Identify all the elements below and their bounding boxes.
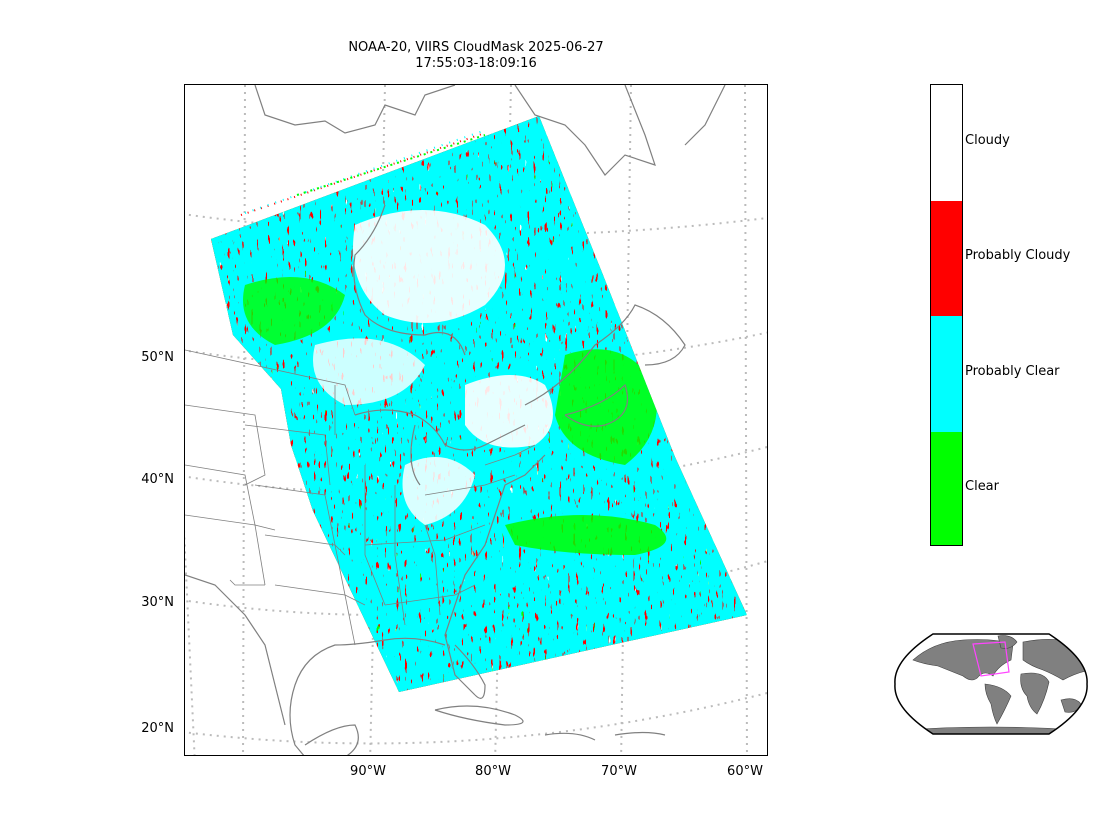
mexico-coast — [185, 574, 286, 726]
meridian-70w — [620, 85, 632, 755]
lat-label-50n: 50°N — [141, 350, 174, 365]
meridian-110w — [185, 530, 196, 755]
meridian-60w — [744, 85, 748, 755]
colorbar-segment-cloudy — [931, 85, 962, 201]
colorbar-segment-clear — [931, 432, 962, 545]
north-america — [912, 639, 1014, 681]
lon-label-80w: 80°W — [475, 764, 511, 779]
meridian-100w — [242, 85, 246, 755]
colorbar-label-cloudy: Cloudy — [965, 133, 1010, 148]
inset-land — [902, 635, 1088, 734]
colorbar-label-probably-clear: Probably Clear — [965, 364, 1060, 379]
canada-east-coast — [514, 85, 656, 176]
title-line-1: NOAA-20, VIIRS CloudMask 2025-06-27 — [348, 40, 604, 55]
gulf-coast — [289, 637, 446, 755]
lon-label-60w: 60°W — [727, 764, 763, 779]
greenland — [997, 635, 1018, 649]
inset-swath-highlight — [972, 641, 1010, 677]
lat-label-20n: 20°N — [141, 721, 174, 736]
colorbar-segment-probably-clear — [931, 316, 962, 432]
cuba — [434, 705, 524, 726]
cloud-mask-swath — [211, 116, 747, 692]
colorbar-label-probably-cloudy: Probably Cloudy — [965, 248, 1071, 263]
caribbean-islands — [614, 731, 666, 736]
inset-svg — [894, 633, 1088, 735]
south-america — [984, 683, 1012, 725]
great-lakes — [354, 409, 526, 451]
lat-label-40n: 40°N — [141, 472, 174, 487]
colorbar — [930, 84, 963, 546]
lat-label-30n: 30°N — [141, 595, 174, 610]
florida — [454, 644, 486, 699]
title-line-2: 17:55:03-18:09:16 — [415, 56, 537, 71]
lake-michigan — [410, 424, 421, 486]
yucatan — [304, 724, 359, 755]
map-svg — [185, 85, 767, 755]
colorbar-segment-probably-cloudy — [931, 201, 962, 316]
parallel-20n — [185, 691, 767, 745]
main-map — [184, 84, 768, 756]
africa — [1020, 672, 1050, 715]
colorbar-label-clear: Clear — [965, 479, 999, 494]
state-borders — [185, 349, 536, 646]
gulf-stlawrence — [524, 304, 686, 406]
coastlines — [185, 85, 726, 755]
labrador-coast — [684, 85, 726, 146]
lon-label-70w: 70°W — [601, 764, 637, 779]
lon-label-90w: 90°W — [350, 764, 386, 779]
hudson-bay-coast — [254, 85, 456, 134]
map-title: NOAA-20, VIIRS CloudMask 2025-06-27 17:5… — [184, 40, 768, 72]
james-bay — [353, 204, 466, 356]
nova-scotia — [564, 383, 629, 427]
world-locator-inset — [893, 630, 1089, 738]
us-east-coast — [444, 454, 546, 696]
hispaniola — [544, 732, 596, 741]
